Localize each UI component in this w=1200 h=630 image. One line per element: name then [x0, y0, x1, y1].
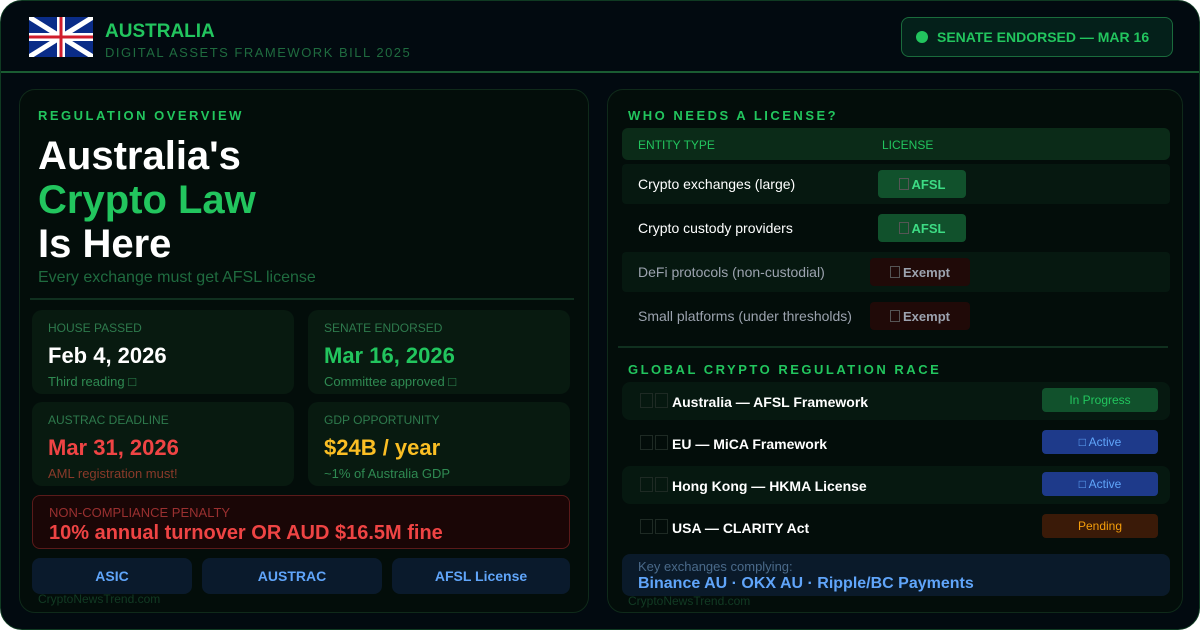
divider: [618, 346, 1168, 348]
stat-card: AUSTRAC DEADLINE Mar 31, 2026 AML regist…: [32, 402, 294, 486]
status-badge: In Progress: [1042, 388, 1158, 412]
stat-label: GDP OPPORTUNITY: [324, 413, 440, 427]
column-license: LICENSE: [882, 138, 934, 152]
license-badge: AFSL: [878, 214, 966, 242]
bill-subtitle: DIGITAL ASSETS FRAMEWORK BILL 2025: [105, 45, 412, 60]
country-title: AUSTRALIA: [105, 21, 215, 42]
framework-name: USA — CLARITY Act: [672, 520, 810, 536]
country-flag-icon: [640, 477, 670, 496]
regulation-overview-panel: REGULATION OVERVIEW Australia's Crypto L…: [19, 89, 589, 613]
license-badge: AFSL: [878, 170, 966, 198]
stat-note: Committee approved □: [324, 374, 457, 389]
status-badge-label: SENATE ENDORSED — MAR 16: [937, 29, 1150, 45]
country-flag-icon: [640, 393, 670, 412]
stat-value: Mar 16, 2026: [324, 343, 455, 368]
stat-label: HOUSE PASSED: [48, 321, 142, 335]
status-dot-icon: [916, 31, 928, 43]
status-badge: Pending: [1042, 514, 1158, 538]
section-label: REGULATION OVERVIEW: [38, 108, 244, 123]
chip-austrac[interactable]: AUSTRAC: [202, 558, 382, 594]
stat-note: AML registration must!: [48, 466, 178, 481]
license-label: Exempt: [903, 308, 950, 324]
key-exchanges-label: Key exchanges complying:: [638, 559, 793, 574]
race-row: Hong Kong — HKMA License □ Active: [622, 466, 1170, 504]
headline-subtitle: Every exchange must get AFSL license: [38, 269, 316, 286]
stat-card: HOUSE PASSED Feb 4, 2026 Third reading □: [32, 310, 294, 394]
framework-name: Hong Kong — HKMA License: [672, 478, 867, 494]
framework-name: Australia — AFSL Framework: [672, 394, 869, 410]
table-row: Crypto exchanges (large) AFSL: [622, 164, 1170, 204]
stat-label: SENATE ENDORSED: [324, 321, 443, 335]
stat-value: $24B / year: [324, 435, 441, 460]
key-exchanges-value: Binance AU · OKX AU · Ripple/BC Payments: [638, 575, 974, 592]
stat-card: SENATE ENDORSED Mar 16, 2026 Committee a…: [308, 310, 570, 394]
table-header: ENTITY TYPE LICENSE: [622, 128, 1170, 160]
check-icon: [898, 178, 909, 190]
license-badge: Exempt: [870, 258, 970, 286]
race-row: Australia — AFSL Framework In Progress: [622, 382, 1170, 420]
stat-note: Third reading □: [48, 374, 137, 389]
entity-type: Crypto custody providers: [638, 220, 793, 236]
race-row: USA — CLARITY Act Pending: [622, 508, 1170, 546]
watermark: CryptoNewsTrend.com: [38, 592, 161, 606]
stat-card: GDP OPPORTUNITY $24B / year ~1% of Austr…: [308, 402, 570, 486]
headline-line-3: Is Here: [38, 222, 172, 266]
entity-type: Crypto exchanges (large): [638, 176, 796, 192]
status-badge: □ Active: [1042, 472, 1158, 496]
license-label: AFSL: [911, 220, 946, 236]
table-row: Small platforms (under thresholds) Exemp…: [622, 296, 1170, 336]
stat-value: Mar 31, 2026: [48, 435, 179, 460]
country-flag-icon: [640, 519, 670, 538]
chip-afsl-license[interactable]: AFSL License: [392, 558, 570, 594]
headline-line-1: Australia's: [38, 134, 241, 178]
stat-note: ~1% of Australia GDP: [324, 466, 451, 481]
penalty-box: NON-COMPLIANCE PENALTY 10% annual turnov…: [32, 495, 570, 549]
race-row: EU — MiCA Framework □ Active: [622, 424, 1170, 462]
license-label: AFSL: [911, 176, 946, 192]
penalty-label: NON-COMPLIANCE PENALTY: [49, 505, 231, 520]
headline-line-2: Crypto Law: [38, 178, 256, 222]
entity-type: DeFi protocols (non-custodial): [638, 264, 825, 280]
country-flag-icon: [640, 435, 670, 454]
divider: [30, 298, 574, 300]
framework-name: EU — MiCA Framework: [672, 436, 828, 452]
watermark: CryptoNewsTrend.com: [628, 594, 751, 608]
license-label: Exempt: [903, 264, 950, 280]
table-row: DeFi protocols (non-custodial) Exempt: [622, 252, 1170, 292]
status-badge: □ Active: [1042, 430, 1158, 454]
stat-label: AUSTRAC DEADLINE: [48, 413, 169, 427]
check-icon: [890, 310, 901, 322]
table-row: Crypto custody providers AFSL: [622, 208, 1170, 248]
check-icon: [890, 266, 901, 278]
license-panel: WHO NEEDS A LICENSE? ENTITY TYPE LICENSE…: [607, 89, 1183, 613]
header: AUSTRALIA DIGITAL ASSETS FRAMEWORK BILL …: [1, 1, 1199, 73]
entity-type: Small platforms (under thresholds): [638, 308, 852, 324]
column-entity-type: ENTITY TYPE: [638, 138, 715, 152]
section-label: WHO NEEDS A LICENSE?: [628, 108, 839, 123]
union-jack-flag-icon: [29, 17, 93, 57]
chip-asic[interactable]: ASIC: [32, 558, 192, 594]
penalty-value: 10% annual turnover OR AUD $16.5M fine: [49, 522, 443, 544]
key-exchanges-box: Key exchanges complying: Binance AU · OK…: [622, 554, 1170, 596]
license-badge: Exempt: [870, 302, 970, 330]
check-icon: [898, 222, 909, 234]
stat-value: Feb 4, 2026: [48, 343, 167, 368]
section-label: GLOBAL CRYPTO REGULATION RACE: [628, 362, 942, 377]
status-badge: SENATE ENDORSED — MAR 16: [901, 17, 1173, 57]
